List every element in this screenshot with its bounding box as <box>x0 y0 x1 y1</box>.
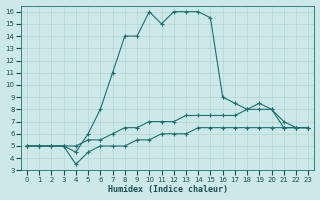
X-axis label: Humidex (Indice chaleur): Humidex (Indice chaleur) <box>108 185 228 194</box>
